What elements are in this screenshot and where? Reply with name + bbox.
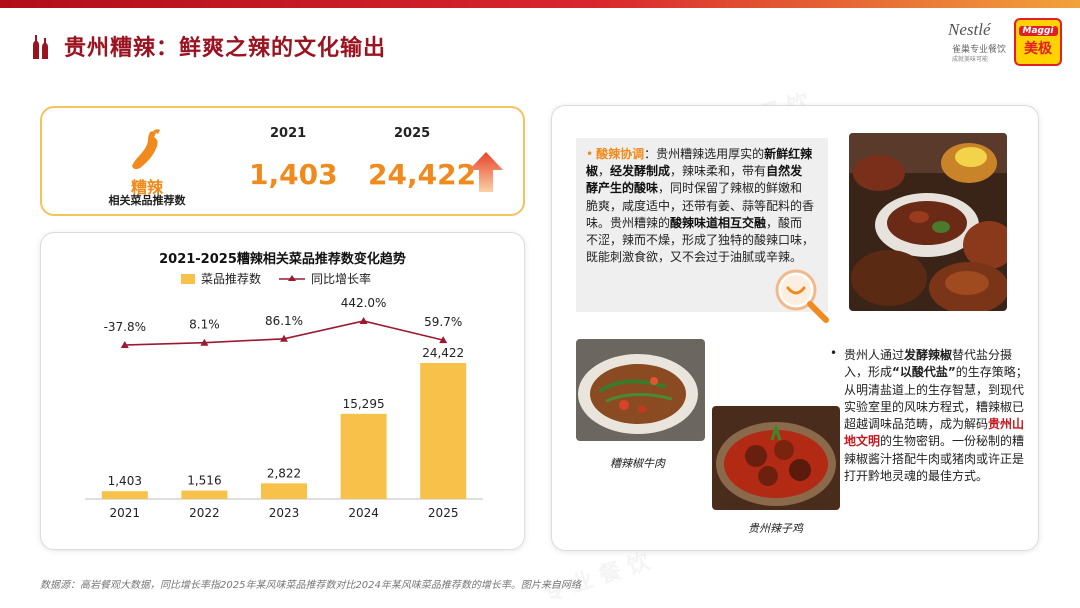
bar-2021 [101,491,148,499]
quote-run: ：贵州糟辣选用厚实的 [644,147,765,161]
bar-label-2022: 1,516 [187,474,221,488]
bar-label-2024: 15,295 [343,397,385,411]
emphasis-text: “以酸代盐” [892,365,956,380]
bar-label-2025: 24,422 [422,346,464,360]
chili-beef-photo [576,339,705,441]
bar-2025 [420,363,467,499]
nestle-tagline: 成就美味可能 [952,56,989,63]
quote-run: ， [598,164,611,179]
chart-legend: 菜品推荐数 同比增长率 [181,270,371,287]
growth-point-2023 [280,334,288,342]
emphasis-text: 发酵辣椒 [904,348,953,362]
x-tick-label-2023: 2023 [269,506,300,520]
spicy-chicken-photo [712,406,840,510]
quote-emphasis: 自然发酵产生的酸味 [586,164,803,196]
body-text: 的生物密钥。一份秘制的糟辣椒酱汁搭配牛肉或猪肉或许正是打开黔地灵魂的最佳方式。 [844,434,1025,484]
chart-title: 2021-2025糟辣相关菜品推荐数变化趋势 [159,252,406,267]
bottles-icon [33,35,48,59]
quote-bullet: • [586,147,594,161]
quote-text: • 酸辣协调：贵州糟辣选用厚实的新鲜红辣椒，经发酵制成，辣味柔和，带有自然发酵产生… [586,146,814,266]
growth-label-2021: -37.8% [104,320,146,334]
bar-2024 [340,413,387,499]
stat-name: 糟辣 [130,178,163,197]
growth-label-2022: 8.1% [189,318,220,332]
body-text: 贵州人通过 [844,348,905,362]
growth-point-2024 [359,317,368,324]
page-header: 贵州糟辣：鲜爽之辣的文化输出 [30,30,386,62]
nestle-logo: Nestlé [948,20,991,39]
legend-swatch-line [279,274,306,281]
page-title: 贵州糟辣：鲜爽之辣的文化输出 [64,36,387,61]
quote-emphasis: 经发酵制成 [610,164,671,179]
maggi-logo: Maggi 美极 [1014,18,1062,66]
culture-text: 贵州人通过发酵辣椒替代盐分摄入，形成“以酸代盐”的生存策略；从明清盐道上的生存智… [830,347,1028,485]
quote-run: ，辣味柔和，带有 [670,164,767,179]
stat-year-start: 2021 [270,126,307,141]
chili-pepper-icon [132,129,160,170]
stat-value-end: 24,422 [368,158,477,191]
caption-spicy-chicken: 贵州辣子鸡 [748,522,803,535]
growth-label-2024: 442.0% [341,296,387,310]
legend-swatch-bars [181,273,195,284]
x-tick-label-2022: 2022 [189,506,220,520]
quote-body: ：贵州糟辣选用厚实的新鲜红辣椒，经发酵制成，辣味柔和，带有自然发酵产生的酸味，同… [586,147,814,264]
chart-plot: 1,403 2021 1,516 2022 2,822 2023 15,295 2024 24,… [85,296,483,520]
legend-item-line: 同比增长率 [279,270,371,287]
magnifier-icon [775,269,829,323]
quote-run: ，同时保留了辣椒的鲜嫩和脆爽，咸度适中，还带有姜、蒜等配料的香味。贵州糟辣的 [586,181,815,230]
growth-label-2025: 59.7% [424,315,462,329]
growth-point-2021 [120,341,129,348]
quote-heading: 酸辣协调 [596,147,645,161]
maggi-brand: Maggi [1018,26,1058,36]
highlight-text: 贵州山地文明 [844,417,1025,449]
legend-item-bars: 菜品推荐数 [181,270,261,287]
quote-run: ，酸而不涩，辣而不燥，形成了独特的酸辣口味，既能刺激食欲，又不会过于油腻或辛辣。 [586,215,815,265]
legend-label-line: 同比增长率 [311,272,372,286]
bar-2023 [261,483,307,499]
bar-2022 [181,490,228,499]
bar-label-2021: 1,403 [108,474,142,488]
brand-logos: Nestlé 雀巢专业餐饮 成就美味可能 Maggi 美极 [948,16,1066,68]
quote-emphasis: 酸辣味道相互交融 [670,215,767,230]
right-bullet: • [830,346,838,360]
legend-label-bars: 菜品推荐数 [201,272,262,286]
stat-description: 相关菜品推荐数 [108,194,186,207]
body-text: 替代盐分摄入，形成 [844,348,1013,380]
nestle-subtitle: 雀巢专业餐饮 [952,45,1007,55]
stat-year-end: 2025 [394,126,431,141]
caption-chili-beef: 糟辣椒牛肉 [610,457,665,470]
maggi-brand-cn: 美极 [1024,41,1052,57]
x-tick-label-2024: 2024 [348,506,379,520]
top-accent-bar [0,0,1080,8]
x-tick-label-2025: 2025 [428,506,459,520]
bar-label-2023: 2,822 [267,466,301,480]
growth-label-2023: 86.1% [265,314,303,328]
growth-point-2025 [439,336,448,344]
x-tick-label-2021: 2021 [110,506,141,520]
stat-value-start: 1,403 [249,158,338,191]
up-arrow-icon [469,152,503,192]
quote-emphasis: 新鲜红辣椒 [586,147,813,179]
body-text: 的生存策略；从明清盐道上的生存智慧，到现代实验室里的风味方程式，糟辣椒已超越调味… [844,365,1028,432]
stat-card: 糟辣 相关菜品推荐数 2021 2025 1,403 24,422 [40,106,525,216]
source-footnote: 数据源：高岩餐观大数据，同比增长率指2025年某风味菜品推荐数对比2024年某风… [40,580,581,591]
hotpot-feast-photo [849,133,1007,311]
chart-card: 2021-2025糟辣相关菜品推荐数变化趋势 菜品推荐数 同比增长率 1,403… [40,232,525,550]
growth-point-2022 [200,338,209,346]
